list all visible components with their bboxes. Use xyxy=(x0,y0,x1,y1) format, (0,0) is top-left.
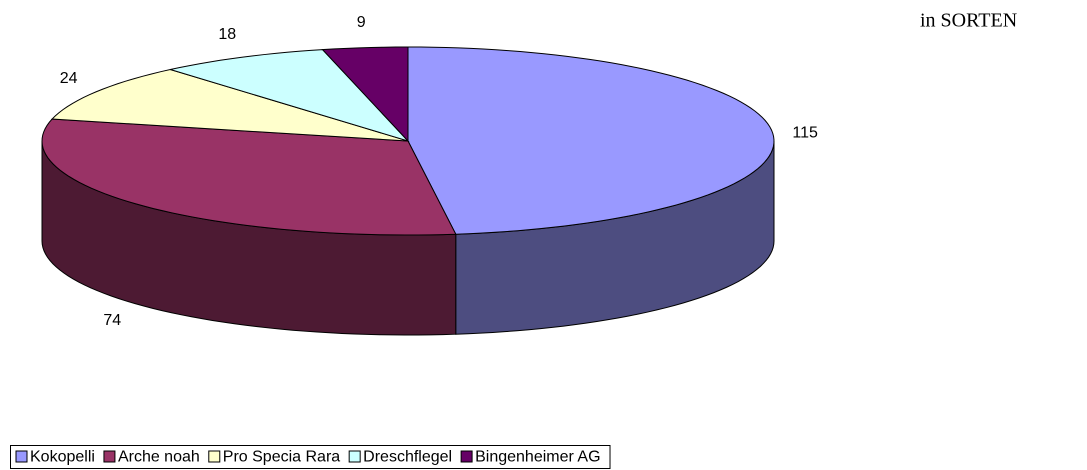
legend-swatch xyxy=(208,450,221,463)
pie-slice xyxy=(170,49,410,143)
legend-swatch xyxy=(15,450,28,463)
pie-slice xyxy=(41,118,457,236)
data-label: 74 xyxy=(103,312,121,329)
legend-label: Dreschflegel xyxy=(363,449,452,466)
legend-swatch xyxy=(460,450,473,463)
pie-slice xyxy=(321,46,409,143)
legend-label: Bingenheimer AG xyxy=(475,449,600,466)
data-label: 18 xyxy=(218,26,236,43)
legend-label: Pro Specia Rara xyxy=(223,449,340,466)
data-label: 9 xyxy=(357,14,366,31)
legend-box xyxy=(10,445,611,469)
pie-slice xyxy=(407,46,775,235)
data-label: 24 xyxy=(60,70,78,87)
chart-title: in SORTEN xyxy=(920,10,1017,32)
legend-label: Kokopelli xyxy=(30,449,95,466)
legend-swatch xyxy=(103,450,116,463)
legend-label: Arche noah xyxy=(118,449,200,466)
data-label: 115 xyxy=(792,124,818,141)
pie-slice xyxy=(50,69,409,142)
legend-swatch xyxy=(348,450,361,463)
